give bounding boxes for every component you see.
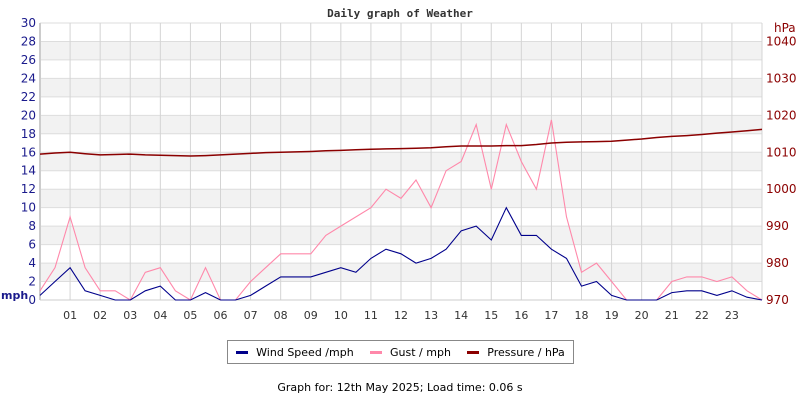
left-tick-label: 18: [21, 127, 36, 141]
legend-label-pressure: Pressure / hPa: [487, 345, 565, 359]
legend-swatch-gust: [370, 350, 383, 354]
left-tick-label: 10: [21, 201, 36, 215]
right-tick-label: 970: [766, 293, 789, 307]
legend-swatch-wind: [236, 350, 249, 354]
x-tick-label: 18: [575, 309, 589, 322]
x-tick-label: 03: [123, 309, 137, 322]
legend: Wind Speed /mph Gust / mph Pressure / hP…: [227, 340, 574, 364]
left-tick-label: 14: [21, 164, 36, 178]
legend-label-gust: Gust / mph: [390, 345, 451, 359]
legend-item-wind: Wind Speed /mph: [236, 346, 354, 359]
left-tick-label: 20: [21, 108, 36, 122]
right-tick-label: 1030: [766, 71, 797, 85]
x-tick-label: 11: [364, 309, 378, 322]
x-tick-label: 15: [484, 309, 498, 322]
left-tick-label: 30: [21, 16, 36, 30]
x-tick-label: 02: [93, 309, 107, 322]
x-tick-label: 05: [183, 309, 197, 322]
left-tick-label: 0: [28, 293, 36, 307]
right-tick-label: 1010: [766, 145, 797, 159]
legend-item-gust: Gust / mph: [370, 346, 451, 359]
chart-svg: Daily graph of Weather 02468101214161820…: [1, 7, 797, 322]
right-tick-label: 990: [766, 219, 789, 233]
x-tick-label: 21: [665, 309, 679, 322]
right-axis-label: hPa: [774, 21, 796, 35]
left-tick-label: 24: [21, 71, 36, 85]
right-tick-label: 1020: [766, 108, 797, 122]
series-line-pressure: [39, 128, 763, 157]
x-tick-label: 09: [304, 309, 318, 322]
left-tick-label: 2: [28, 275, 36, 289]
right-tick-label: 980: [766, 256, 789, 270]
left-tick-label: 12: [21, 182, 36, 196]
legend-label-wind: Wind Speed /mph: [256, 345, 354, 359]
x-tick-label: 13: [424, 309, 438, 322]
x-tick-label: 16: [514, 309, 528, 322]
x-tick-label: 19: [605, 309, 619, 322]
left-axis-label: mph: [1, 289, 28, 302]
legend-swatch-pressure: [467, 350, 480, 354]
footer-status: Graph for: 12th May 2025; Load time: 0.0…: [277, 381, 523, 394]
left-tick-label: 6: [28, 238, 36, 252]
left-tick-label: 22: [21, 90, 36, 104]
left-tick-label: 16: [21, 145, 36, 159]
x-tick-label: 12: [394, 309, 408, 322]
x-tick-label: 10: [334, 309, 348, 322]
x-tick-label: 06: [214, 309, 228, 322]
x-tick-label: 22: [695, 309, 709, 322]
series-line-wind: [39, 206, 763, 301]
left-tick-label: 26: [21, 53, 36, 67]
right-tick-label: 1000: [766, 182, 797, 196]
x-tick-label: 23: [725, 309, 739, 322]
x-tick-label: 14: [454, 309, 468, 322]
left-tick-label: 28: [21, 34, 36, 48]
left-tick-label: 4: [28, 256, 36, 270]
x-tick-label: 07: [244, 309, 258, 322]
x-tick-label: 04: [153, 309, 167, 322]
left-tick-label: 8: [28, 219, 36, 233]
right-tick-label: 1040: [766, 34, 797, 48]
x-tick-label: 08: [274, 309, 288, 322]
legend-item-pressure: Pressure / hPa: [467, 346, 565, 359]
chart-title: Daily graph of Weather: [327, 7, 473, 20]
x-tick-label: 17: [544, 309, 558, 322]
x-tick-label: 01: [63, 309, 77, 322]
x-tick-label: 20: [635, 309, 649, 322]
